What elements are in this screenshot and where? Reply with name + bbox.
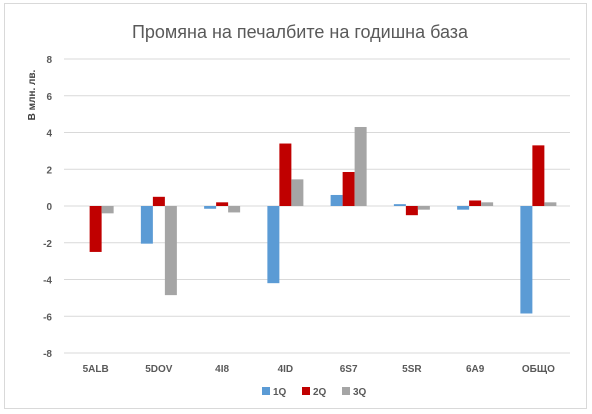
y-axis-label: В млн. лв. [27, 69, 38, 120]
x-tick-label: 6S7 [340, 364, 358, 375]
bars [77, 126, 557, 314]
bar-2Q-4ID [279, 143, 292, 206]
bar-1Q-ОБЩО [520, 206, 533, 314]
y-tick-label: -2 [43, 239, 52, 250]
x-tick-label: ОБЩО [522, 364, 555, 375]
x-tick-label: 5DOV [145, 364, 173, 375]
bar-1Q-6A9 [457, 206, 470, 210]
bar-2Q-5ALB [89, 206, 102, 252]
y-tick-label: 8 [46, 55, 52, 66]
y-tick-label: -4 [43, 276, 52, 287]
bar-3Q-6S7 [354, 126, 367, 206]
bar-1Q-5DOV [140, 206, 153, 244]
legend: 1Q 2Q 3Q [262, 387, 367, 398]
y-tick-label: 2 [46, 165, 52, 176]
x-tick-label: 4I8 [215, 364, 229, 375]
bar-3Q-6A9 [481, 202, 494, 206]
gridlines [64, 58, 570, 354]
bar-2Q-ОБЩО [532, 145, 545, 206]
y-tick-label: 4 [46, 129, 52, 140]
x-tick-label: 4ID [278, 364, 294, 375]
legend-label: 3Q [353, 387, 367, 398]
bar-2Q-4I8 [216, 202, 229, 206]
bar-3Q-ОБЩО [544, 202, 557, 206]
bar-3Q-5SR [417, 206, 430, 210]
bar-1Q-6S7 [330, 194, 343, 206]
bar-2Q-6A9 [469, 200, 482, 206]
x-tick-label: 5ALB [83, 364, 109, 375]
bar-1Q-4ID [267, 206, 280, 284]
y-tick-label: 0 [46, 202, 52, 213]
legend-label: 1Q [273, 387, 287, 398]
legend-swatch-1Q [262, 387, 270, 395]
bar-3Q-4ID [291, 179, 304, 206]
y-tick-label: -6 [43, 312, 52, 323]
y-tick-label: -8 [43, 349, 52, 360]
bar-2Q-6S7 [342, 172, 355, 206]
chart-title: Промяна на печалбите на годишна база [132, 22, 469, 42]
bar-3Q-5ALB [101, 206, 114, 214]
bar-1Q-4I8 [204, 206, 217, 209]
y-tick-label: 6 [46, 92, 52, 103]
x-tick-label: 5SR [402, 364, 422, 375]
bar-3Q-5DOV [164, 206, 177, 296]
legend-label: 2Q [313, 387, 327, 398]
bar-3Q-4I8 [228, 206, 241, 213]
legend-swatch-3Q [342, 387, 350, 395]
x-tick-label: 6A9 [466, 364, 485, 375]
bar-1Q-5SR [393, 204, 406, 206]
bar-2Q-5DOV [152, 196, 165, 206]
legend-swatch-2Q [302, 387, 310, 395]
tick-labels: 8 6 4 2 0 -2 -4 -6 -8 5ALB 5DOV 4I8 4ID 6S7 5SR 6A9 ОБЩО [43, 55, 555, 375]
bar-2Q-5SR [405, 206, 418, 216]
